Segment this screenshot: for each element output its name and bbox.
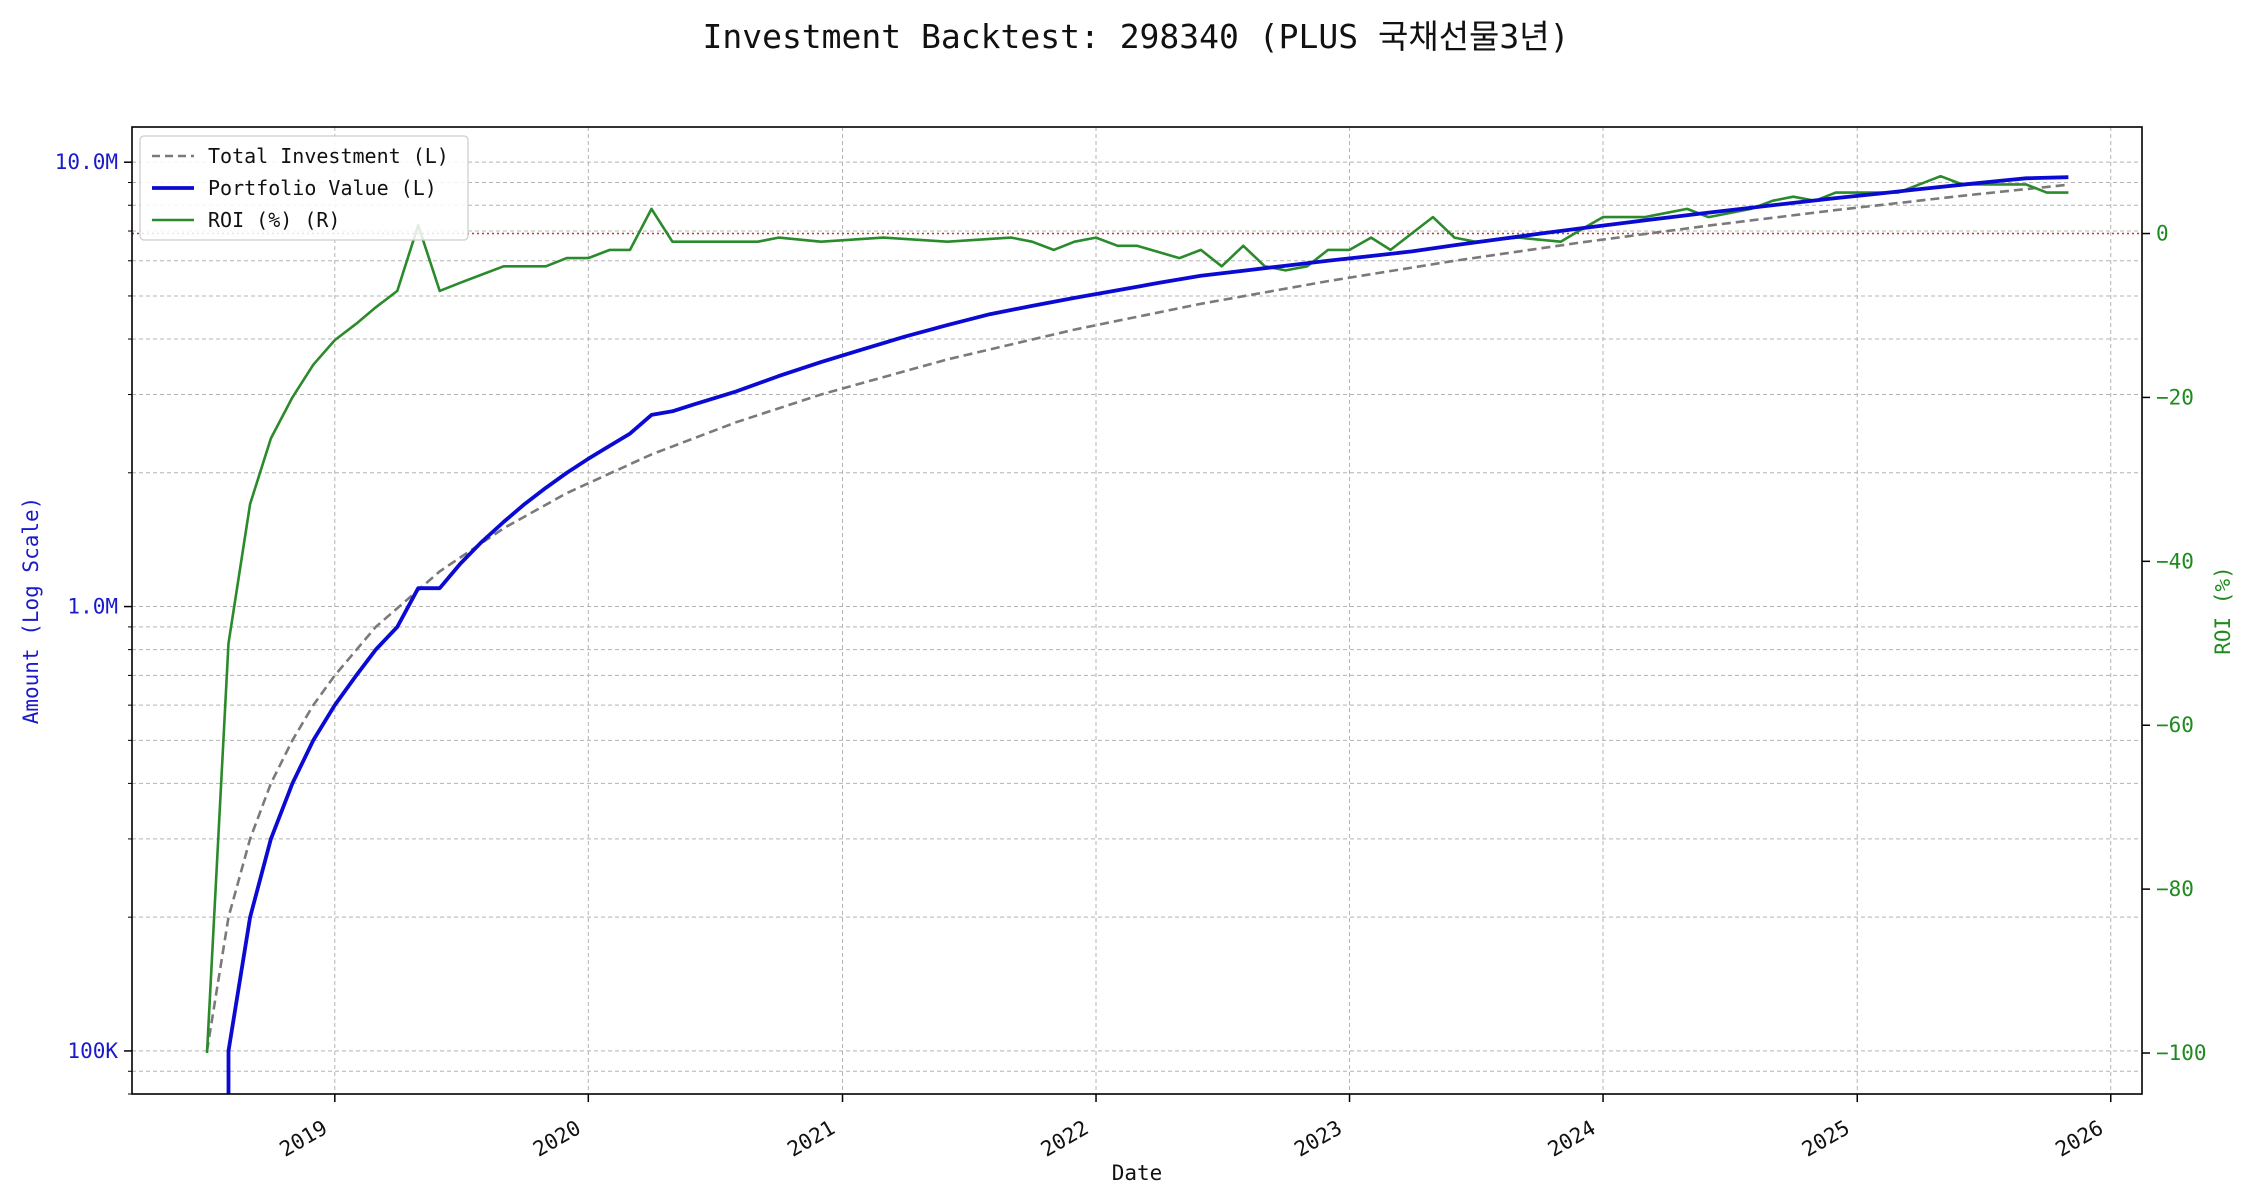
- series-layer: [205, 174, 2069, 1094]
- chart-title: Investment Backtest: 298340 (PLUS 국채선물3년…: [702, 17, 1569, 56]
- legend-label: ROI (%) (R): [208, 208, 340, 232]
- legend: Total Investment (L) Portfolio Value (L) R…: [139, 135, 469, 241]
- legend-box: [139, 135, 469, 241]
- y-right-tick-label: −100: [2156, 1041, 2207, 1065]
- plot-frame: [131, 126, 2143, 1095]
- y-right-tick-label: −20: [2156, 385, 2194, 409]
- y-left-tick-label: 100K: [67, 1039, 118, 1063]
- y-axis-left-label: Amount (Log Scale): [19, 497, 43, 725]
- y-right-tick-label: −60: [2156, 713, 2194, 737]
- total-investment-line: [205, 183, 2069, 1052]
- y-axis-right-label: ROI (%): [2211, 566, 2235, 655]
- y-right-tick-label: −40: [2156, 549, 2194, 573]
- legend-label: Portfolio Value (L): [208, 176, 437, 200]
- grid: [132, 127, 2142, 1095]
- y-right-tick-label: 0: [2156, 222, 2169, 246]
- x-axis-label: Date: [1112, 1161, 1163, 1185]
- y-left-tick-label: 10.0M: [55, 150, 118, 174]
- y-right-tick-label: −80: [2156, 877, 2194, 901]
- portfolio-value-line: [226, 175, 2069, 1094]
- y-left-tick-label: 1.0M: [67, 595, 118, 619]
- legend-label: Total Investment (L): [208, 144, 449, 168]
